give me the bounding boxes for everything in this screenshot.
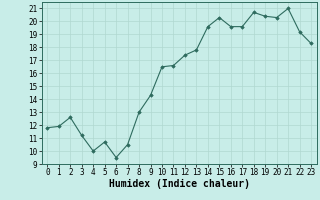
X-axis label: Humidex (Indice chaleur): Humidex (Indice chaleur) xyxy=(109,179,250,189)
